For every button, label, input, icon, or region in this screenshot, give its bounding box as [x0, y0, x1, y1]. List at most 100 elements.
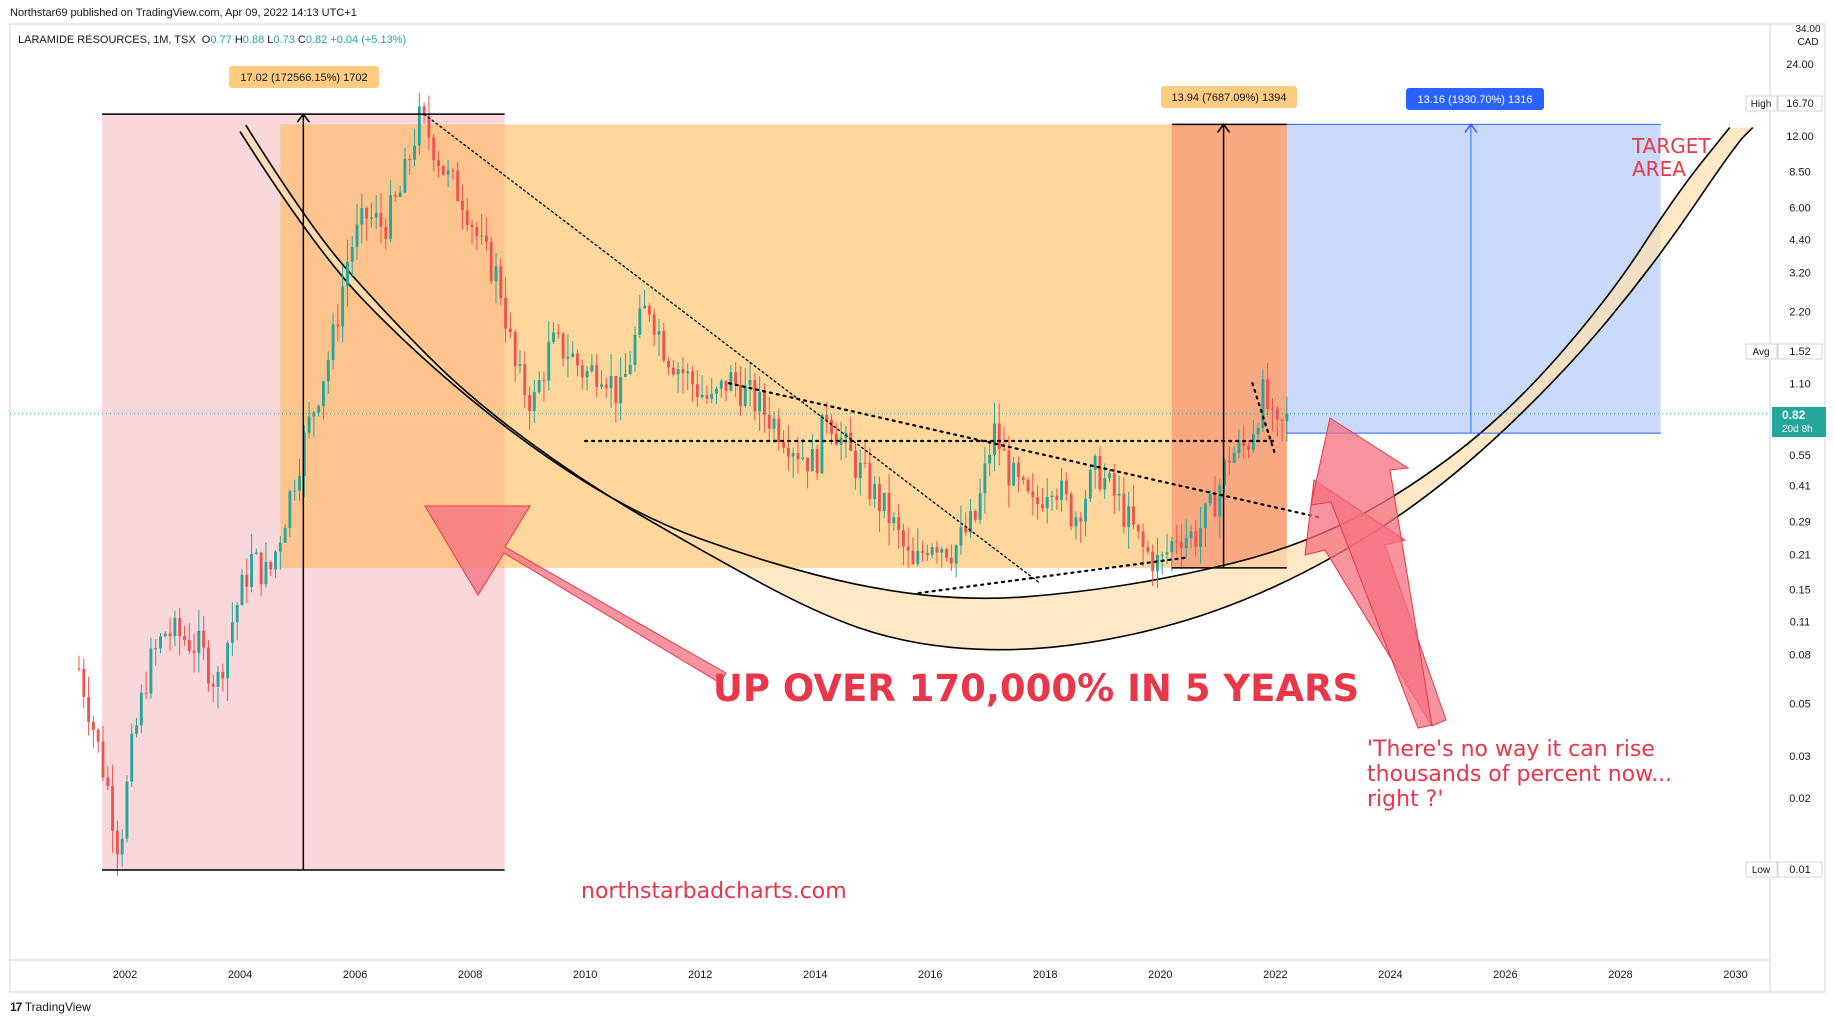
candle — [254, 548, 258, 555]
candle — [101, 726, 105, 781]
candle — [115, 820, 119, 877]
candle — [973, 509, 977, 523]
candle — [422, 102, 426, 124]
candle — [120, 829, 124, 867]
candle — [504, 277, 508, 343]
candle — [1179, 524, 1183, 570]
candle — [906, 527, 910, 568]
time-axis[interactable]: 2002 2004 2006 2008 2010 2012 2014 2016 2018 2020… — [113, 969, 1748, 981]
candle — [1285, 396, 1289, 442]
candle — [307, 401, 311, 439]
x-tick-label: 2008 — [458, 969, 482, 981]
cup-inner-arc — [239, 127, 1731, 600]
y-tick-label: 0.03 — [1789, 751, 1810, 763]
candle — [350, 235, 354, 278]
candle — [854, 443, 857, 490]
candle — [743, 367, 747, 408]
candle — [1170, 536, 1174, 572]
candle — [77, 655, 81, 672]
candle — [552, 322, 555, 344]
candle — [489, 236, 493, 285]
candle — [1026, 476, 1030, 495]
measure-label-2-text: 13.94 (7687.09%) 1394 — [1172, 92, 1287, 104]
candle — [863, 442, 867, 469]
measure-label-2: 13.94 (7687.09%) 1394 — [1161, 86, 1297, 108]
candle — [499, 258, 503, 306]
candle — [168, 617, 172, 651]
candle — [1160, 551, 1164, 575]
y-tick-label: 0.15 — [1789, 585, 1810, 597]
avg-value: 1.52 — [1789, 346, 1810, 358]
candle — [379, 192, 383, 244]
candle — [786, 425, 790, 471]
candle — [623, 353, 627, 378]
candle — [1007, 436, 1011, 508]
candle — [715, 386, 718, 405]
candle — [600, 370, 603, 390]
candle — [389, 180, 393, 243]
candle — [585, 365, 589, 391]
candle — [250, 534, 254, 593]
candle — [245, 558, 249, 603]
candle — [87, 676, 91, 736]
symbol-legend: LARAMIDE RESOURCES, 1M, TSX O0.77 H0.88 … — [18, 34, 406, 46]
candle — [830, 414, 833, 445]
candle — [1079, 512, 1083, 544]
x-tick-label: 2024 — [1378, 969, 1402, 981]
candle — [91, 715, 95, 748]
candle — [1208, 489, 1212, 507]
x-tick-label: 2016 — [918, 969, 942, 981]
candle — [739, 366, 742, 416]
candles-layer — [77, 92, 1289, 877]
published-info: Northstar69 published on TradingView.com… — [10, 7, 357, 19]
candle — [82, 658, 86, 709]
y-tick-label: 2.20 — [1789, 307, 1810, 319]
price-axis[interactable]: 24.00 12.00 8.50 6.00 4.40 3.20 2.20 1.10 0.55 0.… — [1786, 59, 1814, 805]
candle — [230, 602, 234, 657]
candle — [1213, 475, 1217, 518]
candle — [1040, 487, 1044, 512]
candle — [1232, 446, 1236, 464]
candle — [1227, 446, 1231, 476]
candle — [106, 766, 110, 791]
candle — [657, 319, 661, 357]
candle — [858, 449, 862, 496]
candle — [619, 357, 623, 421]
y-tick-label: 8.50 — [1789, 167, 1810, 179]
drawings-layer — [10, 113, 1770, 595]
measure-label-1-text: 17.02 (172566.15%) 1702 — [240, 72, 367, 84]
website-text: northstarbadcharts.com — [581, 879, 847, 904]
candle — [719, 379, 723, 398]
y-tick-label: 0.21 — [1789, 550, 1810, 562]
candle — [1088, 464, 1092, 502]
x-tick-label: 2014 — [803, 969, 827, 981]
y-tick-label: 0.02 — [1789, 793, 1810, 805]
candle — [302, 424, 306, 498]
y-tick-label: 1.10 — [1789, 378, 1810, 390]
y-tick-label: 0.08 — [1789, 650, 1810, 662]
zones-layer — [102, 114, 1661, 870]
candle — [211, 674, 215, 703]
x-tick-label: 2004 — [228, 969, 252, 981]
candle — [264, 542, 268, 588]
candle — [398, 185, 402, 198]
candle — [532, 379, 536, 424]
zone-red-2 — [1171, 124, 1287, 568]
candle — [868, 447, 872, 506]
candle — [96, 728, 100, 753]
candle — [1275, 406, 1279, 436]
tradingview-logo[interactable]: 17 TradingView — [10, 1000, 91, 1014]
candle — [235, 602, 239, 641]
change-value: +0.04 (+5.13%) — [330, 34, 407, 46]
avg-marker: Avg 1.52 — [1745, 343, 1823, 360]
candle — [911, 537, 915, 565]
candle — [475, 222, 479, 251]
candle — [130, 723, 134, 787]
x-tick-label: 2002 — [113, 969, 137, 981]
candle — [417, 92, 421, 155]
open-label: O — [201, 34, 211, 46]
candle — [1237, 429, 1241, 459]
candle — [528, 386, 532, 430]
candle — [662, 323, 666, 363]
